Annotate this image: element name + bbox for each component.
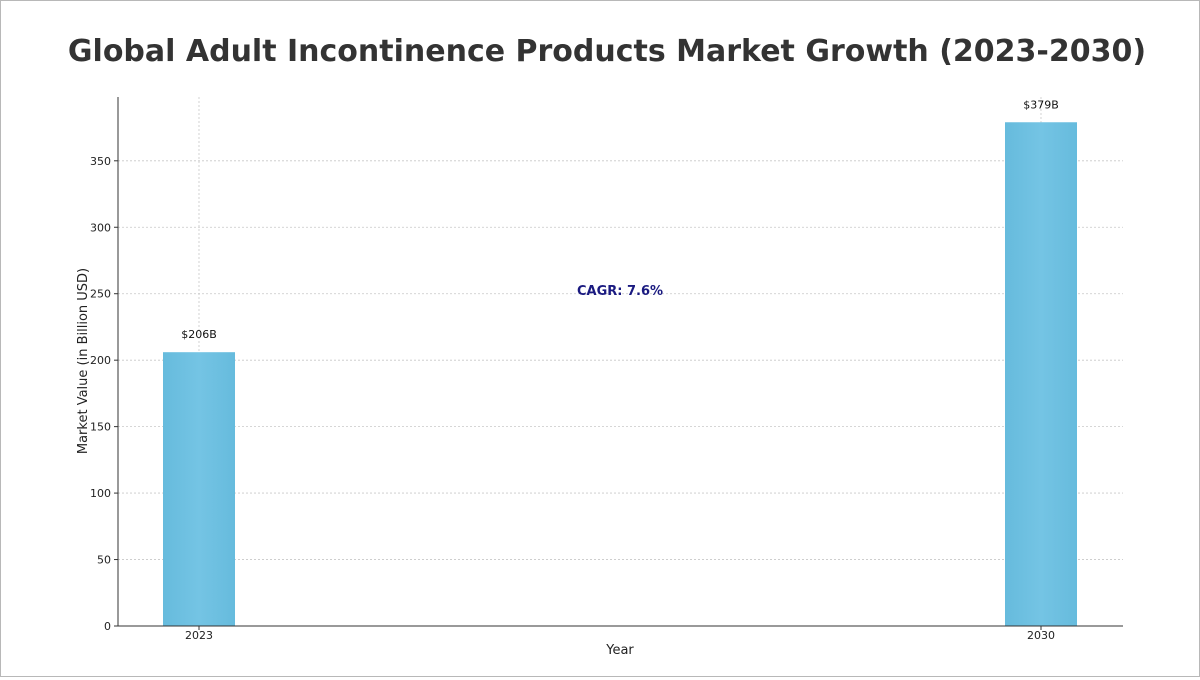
y-tick-label: 150 [90, 421, 111, 434]
x-tick-label: 2023 [185, 629, 213, 642]
y-tick-label: 100 [90, 487, 111, 500]
axes-layer [114, 97, 1123, 630]
chart-title: Global Adult Incontinence Products Marke… [68, 34, 1146, 69]
y-tick-label: 300 [90, 221, 111, 234]
grid-layer [118, 97, 1123, 627]
cagr-annotation: CAGR: 7.6% [577, 284, 663, 299]
bars-layer [163, 122, 1077, 626]
data-label-2030: $379B [1023, 98, 1059, 111]
y-tick-label: 50 [97, 554, 111, 567]
bar-2023 [163, 352, 235, 626]
labels-layer: 0 50 100 150 200 250 300 350 $206B 2023 $379B 2030 [90, 98, 1059, 642]
y-axis-label: Market Value (in Billion USD) [76, 268, 91, 454]
y-tick-label: 250 [90, 288, 111, 301]
y-tick-label: 200 [90, 354, 111, 367]
x-axis-label: Year [605, 643, 634, 658]
y-tick-label: 350 [90, 155, 111, 168]
data-label-2023: $206B [181, 328, 217, 341]
bar-2030 [1005, 122, 1077, 626]
y-tick-label: 0 [104, 620, 111, 633]
x-tick-label: 2030 [1027, 629, 1055, 642]
